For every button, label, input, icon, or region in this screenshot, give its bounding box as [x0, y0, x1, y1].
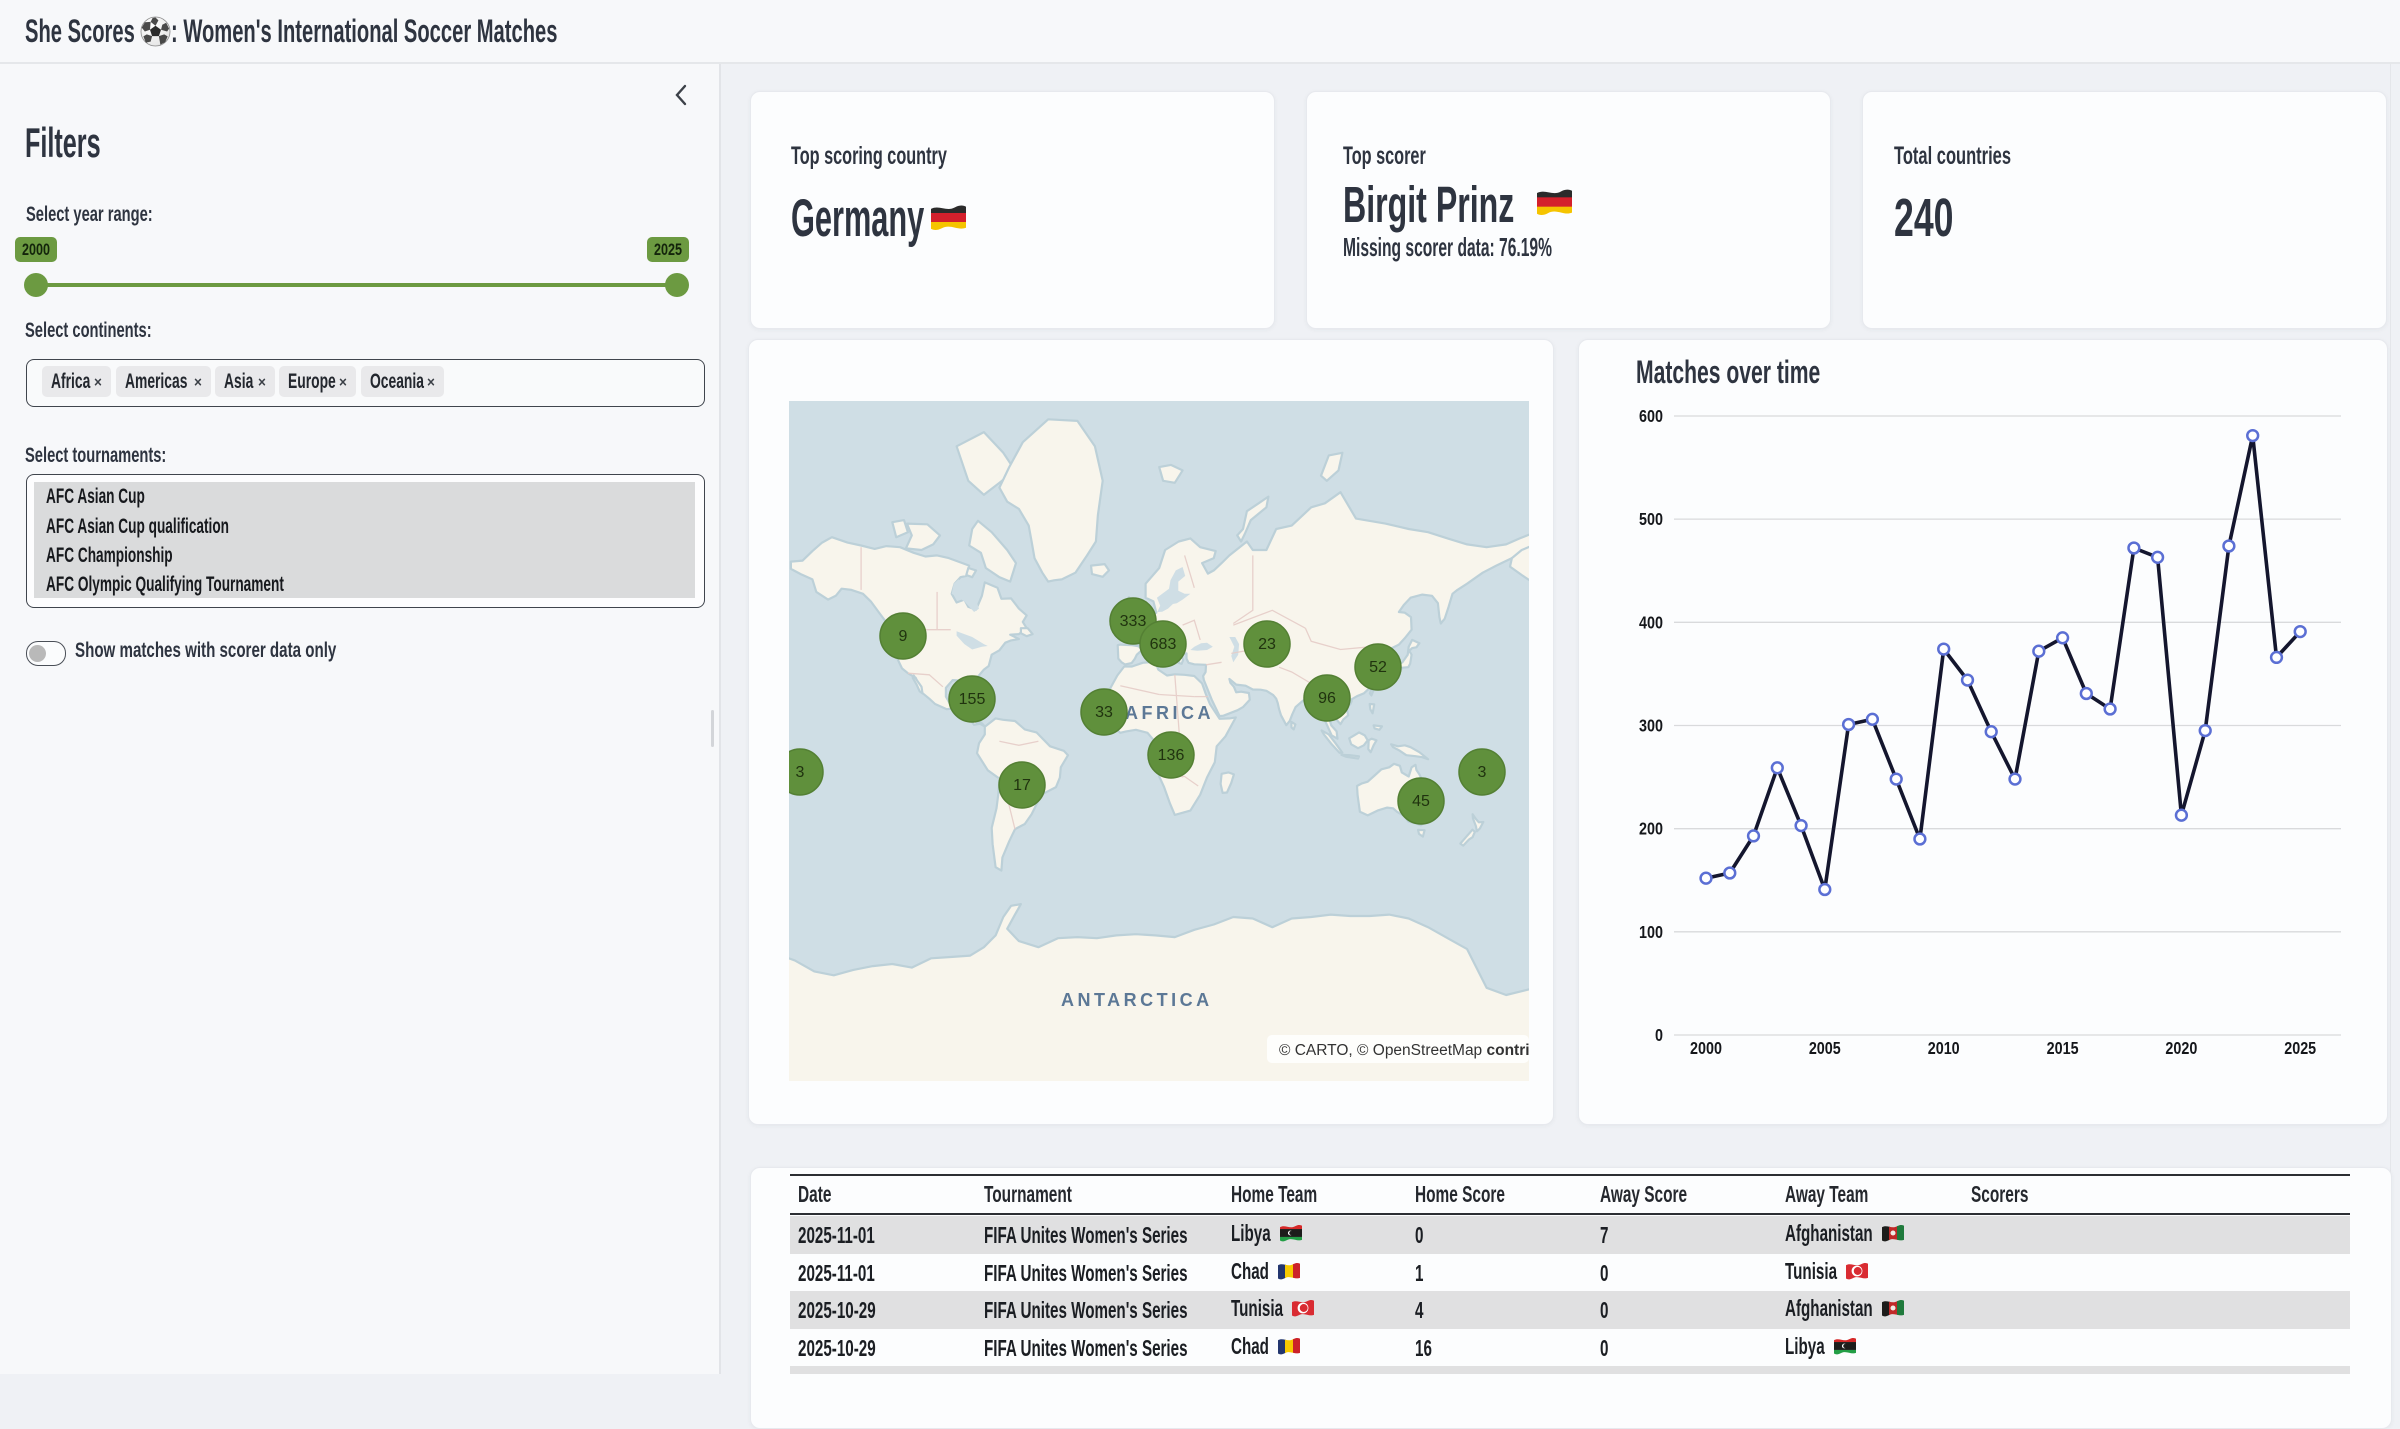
svg-text:100: 100 — [1639, 924, 1663, 943]
svg-text:500: 500 — [1639, 511, 1663, 530]
svg-text:400: 400 — [1639, 614, 1663, 633]
svg-text:300: 300 — [1639, 717, 1663, 736]
svg-text:AFRICA: AFRICA — [1125, 703, 1214, 723]
svg-text:ANTARCTICA: ANTARCTICA — [1061, 990, 1213, 1010]
svg-text:33: 33 — [1095, 704, 1113, 721]
svg-text:200: 200 — [1639, 820, 1663, 839]
svg-text:3: 3 — [1478, 764, 1487, 781]
svg-text:2025: 2025 — [2284, 1040, 2316, 1059]
svg-text:2015: 2015 — [2047, 1040, 2079, 1059]
svg-text:2005: 2005 — [1809, 1040, 1841, 1059]
svg-text:96: 96 — [1318, 690, 1336, 707]
svg-text:© CARTO, © OpenStreetMap contr: © CARTO, © OpenStreetMap contrib — [1279, 1042, 1529, 1059]
svg-text:683: 683 — [1150, 636, 1177, 653]
svg-text:3: 3 — [796, 764, 805, 781]
svg-text:136: 136 — [1158, 747, 1185, 764]
svg-text:2010: 2010 — [1928, 1040, 1960, 1059]
svg-text:17: 17 — [1013, 777, 1031, 794]
svg-text:9: 9 — [899, 628, 908, 645]
svg-text:2000: 2000 — [1690, 1040, 1722, 1059]
svg-text:2020: 2020 — [2165, 1040, 2197, 1059]
svg-text:0: 0 — [1655, 1027, 1663, 1046]
svg-text:45: 45 — [1412, 793, 1430, 810]
svg-text:23: 23 — [1258, 636, 1276, 653]
svg-text:333: 333 — [1120, 613, 1147, 630]
svg-text:155: 155 — [959, 691, 986, 708]
svg-text:52: 52 — [1369, 659, 1387, 676]
svg-text:600: 600 — [1639, 408, 1663, 427]
